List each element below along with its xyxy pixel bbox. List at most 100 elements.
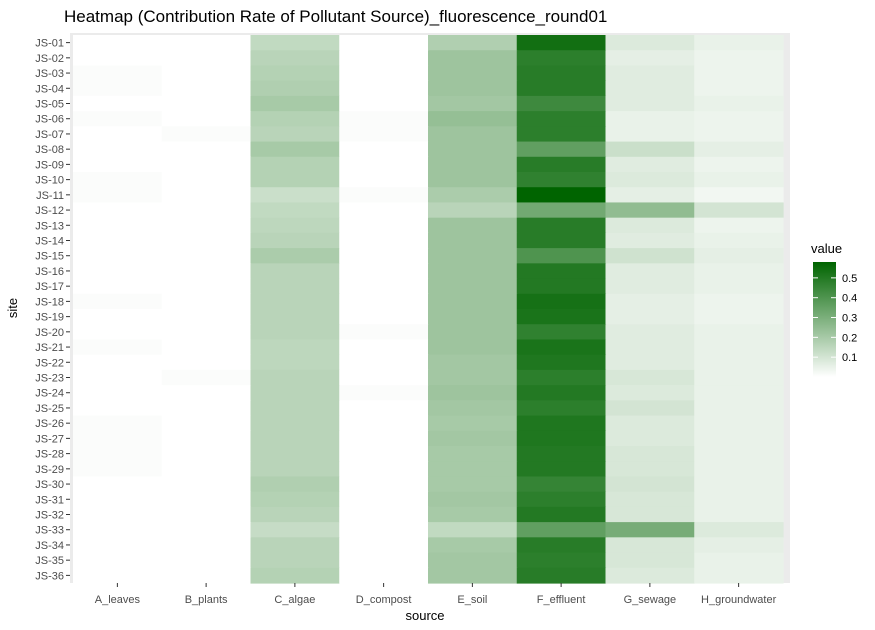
legend-colorbar <box>813 262 836 377</box>
heatmap-cell <box>516 369 607 386</box>
heatmap-cell <box>428 522 518 538</box>
heatmap-cell <box>428 65 518 82</box>
heatmap-cell <box>161 415 252 432</box>
heatmap-cell <box>73 430 163 447</box>
heatmap-cell <box>250 187 340 204</box>
heatmap-cell <box>694 50 784 67</box>
heatmap-cell <box>250 126 340 143</box>
heatmap-cell <box>161 400 252 417</box>
heatmap-cell <box>73 278 163 295</box>
y-tick-label: JS-10 <box>35 175 64 187</box>
heatmap-cell <box>250 476 340 493</box>
heatmap-cell <box>250 430 340 447</box>
heatmap-cell <box>73 187 163 204</box>
heatmap-cell <box>694 339 784 356</box>
heatmap-cell <box>605 263 695 280</box>
heatmap-cell <box>428 156 518 173</box>
heatmap-cell <box>250 172 340 188</box>
y-tick-label: JS-18 <box>35 296 64 308</box>
heatmap-cell <box>516 65 607 82</box>
heatmap-cell <box>161 293 252 310</box>
heatmap-cell <box>250 278 340 295</box>
heatmap-cell <box>161 537 252 554</box>
heatmap-cell <box>339 506 429 523</box>
heatmap-cell <box>250 339 340 356</box>
heatmap-cell <box>339 111 429 127</box>
heatmap-cell <box>73 537 163 554</box>
heatmap-cell <box>694 522 784 538</box>
x-tick-label: D_compost <box>356 594 412 606</box>
heatmap-cell <box>339 50 429 67</box>
x-axis-title: source <box>405 608 444 623</box>
heatmap-cell <box>339 293 429 310</box>
heatmap-cell <box>339 552 429 569</box>
heatmap-cell <box>428 309 518 325</box>
heatmap-cell <box>161 126 252 143</box>
heatmap-cell <box>694 172 784 188</box>
heatmap-cell <box>516 430 607 447</box>
heatmap-cell <box>339 522 429 538</box>
heatmap-cell <box>428 491 518 508</box>
heatmap-cell <box>694 293 784 310</box>
y-tick-label: JS-08 <box>35 144 64 156</box>
x-tick-label: H_groundwater <box>701 594 777 606</box>
heatmap-cell <box>339 126 429 143</box>
heatmap-cell <box>694 217 784 234</box>
heatmap-cell <box>250 400 340 417</box>
heatmap-cell <box>161 461 252 478</box>
heatmap-cell <box>339 446 429 462</box>
heatmap-cell <box>73 476 163 493</box>
heatmap-cell <box>161 35 252 51</box>
heatmap-cell <box>428 354 518 371</box>
y-tick-label: JS-05 <box>35 99 64 111</box>
heatmap-cell <box>250 263 340 280</box>
heatmap-cell <box>516 522 607 538</box>
heatmap-cell <box>161 369 252 386</box>
heatmap-cell <box>250 567 340 584</box>
y-tick-label: JS-20 <box>35 327 64 339</box>
heatmap-cell <box>73 126 163 143</box>
heatmap-cell <box>73 232 163 249</box>
heatmap-cell <box>516 400 607 417</box>
y-tick-label: JS-35 <box>35 555 64 567</box>
y-tick-label: JS-06 <box>35 114 64 126</box>
heatmap-cell <box>339 232 429 249</box>
heatmap-cell <box>516 506 607 523</box>
heatmap-cell <box>516 217 607 234</box>
heatmap-cell <box>73 309 163 325</box>
heatmap-cell <box>250 202 340 219</box>
heatmap-cell <box>605 95 695 112</box>
heatmap-cell <box>339 263 429 280</box>
heatmap-cell <box>250 324 340 341</box>
heatmap-cell <box>605 552 695 569</box>
heatmap-cell <box>73 217 163 234</box>
heatmap-cell <box>428 293 518 310</box>
heatmap-cell <box>339 278 429 295</box>
heatmap-cell <box>250 156 340 173</box>
heatmap-cell <box>161 476 252 493</box>
heatmap-cell <box>694 156 784 173</box>
heatmap-cell <box>339 156 429 173</box>
heatmap-cell <box>428 339 518 356</box>
heatmap-cell <box>516 461 607 478</box>
y-tick-label: JS-21 <box>35 342 64 354</box>
y-tick-label: JS-16 <box>35 266 64 278</box>
heatmap-cell <box>428 35 518 51</box>
heatmap-cell <box>516 95 607 112</box>
heatmap-cell <box>73 461 163 478</box>
heatmap-cell <box>605 369 695 386</box>
heatmap-cell <box>339 309 429 325</box>
heatmap-cell <box>428 126 518 143</box>
heatmap-cell <box>694 187 784 204</box>
heatmap-cell <box>516 172 607 188</box>
heatmap-cell <box>694 461 784 478</box>
heatmap-cell <box>605 339 695 356</box>
heatmap-cell <box>516 354 607 371</box>
y-tick-label: JS-01 <box>35 38 64 50</box>
heatmap-cell <box>428 506 518 523</box>
heatmap-cell <box>73 35 163 51</box>
heatmap-cell <box>250 491 340 508</box>
heatmap-cell <box>339 369 429 386</box>
x-tick-label: A_leaves <box>95 594 141 606</box>
heatmap-cell <box>428 187 518 204</box>
